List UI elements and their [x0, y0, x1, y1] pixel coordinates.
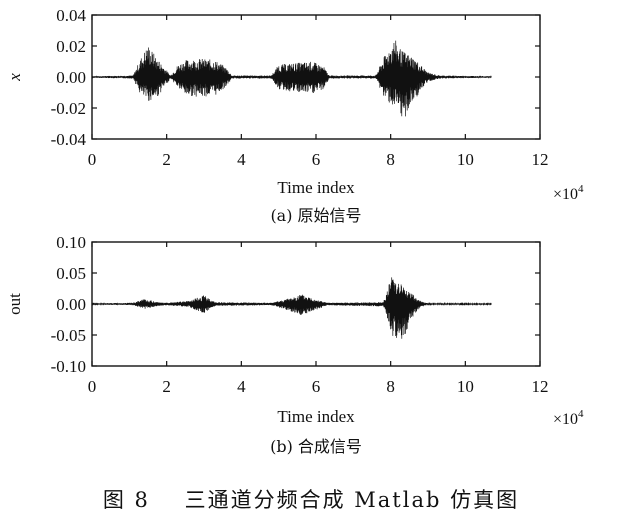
- y-tick-label: 0.02: [56, 37, 86, 56]
- y-tick-label: 0.10: [56, 233, 86, 252]
- x-tick-label: 10: [457, 377, 474, 396]
- y-tick-label: 0.00: [56, 295, 86, 314]
- y-tick-label: -0.05: [51, 326, 86, 345]
- y-tick-label: 0.00: [56, 68, 86, 87]
- y-tick-label: -0.10: [51, 357, 86, 376]
- x-tick-label: 2: [162, 377, 171, 396]
- x-tick-label: 2: [162, 150, 171, 169]
- panel-a-signal: [91, 40, 492, 117]
- signal-series-line: [91, 40, 492, 117]
- panel-a-x-scale-factor: ×104: [553, 183, 584, 203]
- x-tick-label: 6: [312, 150, 321, 169]
- x-tick-label: 8: [386, 150, 395, 169]
- panel-b-x-scale-factor: ×104: [553, 408, 584, 428]
- panel-a-y-axis-label: x: [5, 73, 24, 82]
- y-tick-label: 0.05: [56, 264, 86, 283]
- x-tick-label: 6: [312, 377, 321, 396]
- x-tick-label: 12: [532, 377, 549, 396]
- panel-b-y-axis-label: out: [5, 293, 24, 315]
- panel-a-x-axis-label: Time index: [277, 178, 355, 197]
- y-tick-label: -0.02: [51, 99, 86, 118]
- x-tick-label: 10: [457, 150, 474, 169]
- panel-a-caption: (a) 原始信号: [270, 206, 361, 225]
- signal-series-line: [91, 277, 492, 339]
- panel-a-chart: 0 2 4 6 8 10 12 0.04 0.02 0.00 -0.02 -0.04 x Time i…: [5, 6, 584, 225]
- panel-b-signal: [91, 277, 492, 339]
- x-tick-label: 0: [88, 150, 97, 169]
- x-tick-label: 0: [88, 377, 97, 396]
- y-tick-label: -0.04: [51, 130, 87, 149]
- panel-a-ticks: 0 2 4 6 8 10 12 0.04 0.02 0.00 -0.02 -0.04: [51, 6, 549, 169]
- panel-b-caption: (b) 合成信号: [270, 437, 362, 456]
- x-tick-label: 4: [237, 377, 246, 396]
- panel-b-x-axis-label: Time index: [277, 407, 355, 426]
- figure-title: 图 8 三通道分频合成 Matlab 仿真图: [103, 488, 519, 512]
- y-tick-label: 0.04: [56, 6, 86, 25]
- x-tick-label: 4: [237, 150, 246, 169]
- panel-b-chart: 0 2 4 6 8 10 12 0.10 0.05 0.00 -0.05 -0.10 out Time…: [5, 233, 584, 456]
- x-tick-label: 8: [386, 377, 395, 396]
- x-tick-label: 12: [532, 150, 549, 169]
